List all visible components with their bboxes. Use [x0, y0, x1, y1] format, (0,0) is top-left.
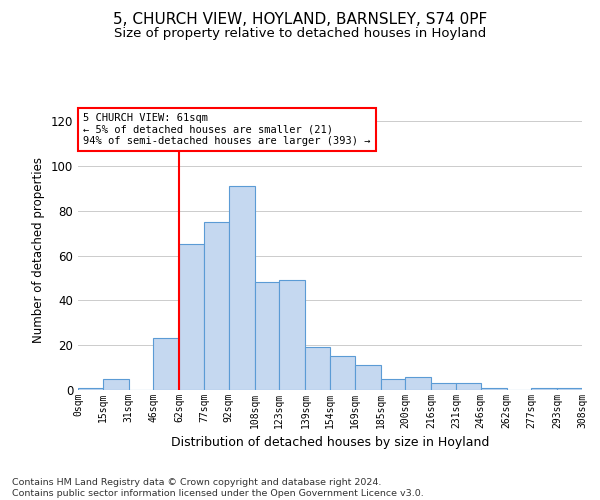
Bar	[305, 348, 330, 390]
Text: Contains HM Land Registry data © Crown copyright and database right 2024.
Contai: Contains HM Land Registry data © Crown c…	[12, 478, 424, 498]
Bar	[279, 280, 305, 390]
Bar	[153, 338, 179, 390]
Y-axis label: Number of detached properties: Number of detached properties	[32, 157, 45, 343]
X-axis label: Distribution of detached houses by size in Hoyland: Distribution of detached houses by size …	[171, 436, 489, 450]
Bar	[456, 384, 481, 390]
Bar	[431, 384, 456, 390]
Bar	[78, 388, 103, 390]
Bar	[531, 388, 557, 390]
Bar	[330, 356, 355, 390]
Bar	[229, 186, 255, 390]
Bar	[355, 366, 381, 390]
Bar	[381, 379, 405, 390]
Bar	[204, 222, 229, 390]
Bar	[557, 388, 582, 390]
Text: 5, CHURCH VIEW, HOYLAND, BARNSLEY, S74 0PF: 5, CHURCH VIEW, HOYLAND, BARNSLEY, S74 0…	[113, 12, 487, 28]
Bar	[103, 379, 129, 390]
Text: Size of property relative to detached houses in Hoyland: Size of property relative to detached ho…	[114, 28, 486, 40]
Bar	[255, 282, 279, 390]
Bar	[481, 388, 507, 390]
Bar	[179, 244, 204, 390]
Text: 5 CHURCH VIEW: 61sqm
← 5% of detached houses are smaller (21)
94% of semi-detach: 5 CHURCH VIEW: 61sqm ← 5% of detached ho…	[83, 113, 371, 146]
Bar	[405, 376, 431, 390]
